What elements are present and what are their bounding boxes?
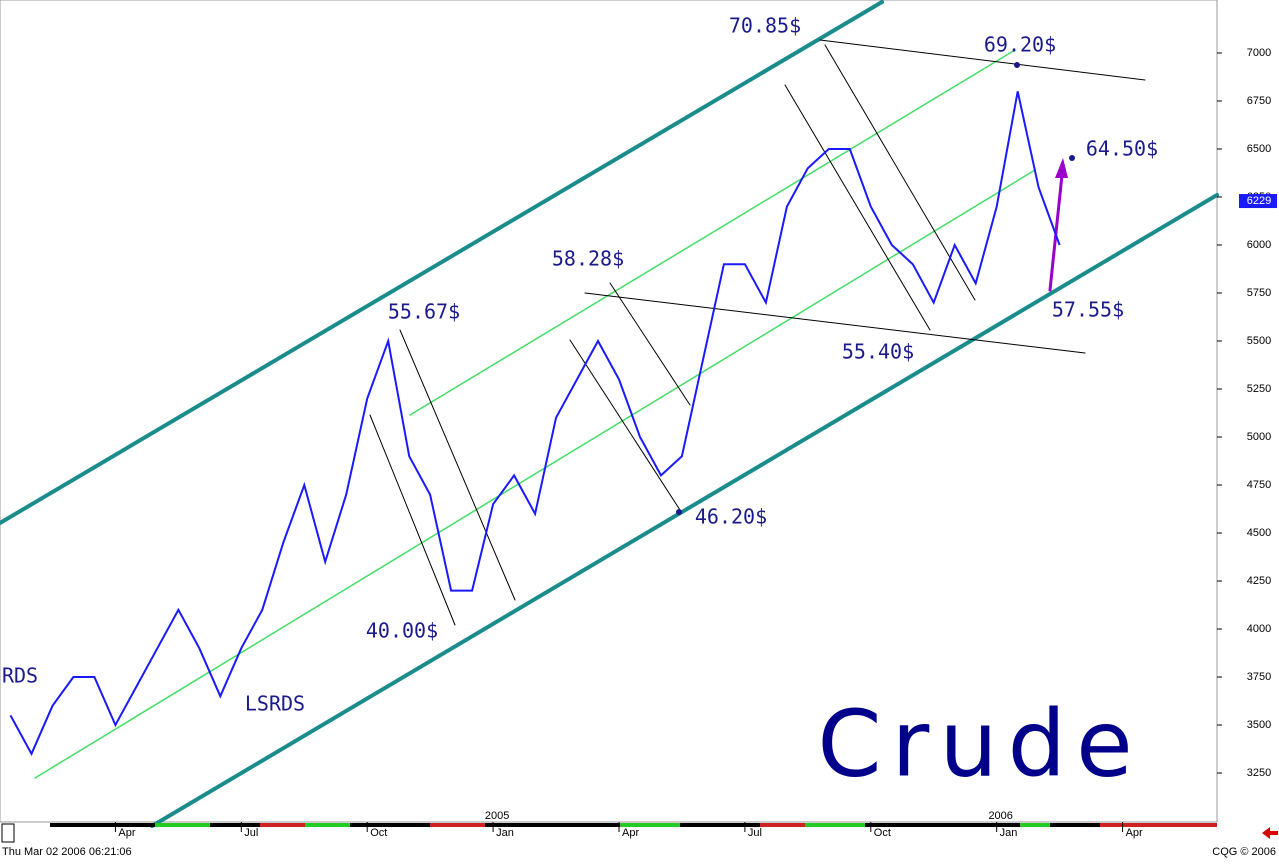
y-tick-label: 6500	[1247, 143, 1271, 155]
channel	[0, 0, 1219, 828]
x-tick-label: Oct	[370, 827, 387, 839]
x-tick-label: Jan	[1000, 827, 1018, 839]
y-tick-label: 6750	[1247, 95, 1271, 107]
x-tick-label: Oct	[874, 827, 891, 839]
x-tick-label: Jan	[496, 827, 514, 839]
annotation: 58.28$	[552, 247, 624, 271]
timestamp: Thu Mar 02 2006 06:21:06	[2, 846, 132, 858]
x-tick-label: Apr	[118, 827, 135, 839]
annotation: RDS	[2, 664, 38, 688]
y-tick-label: 5250	[1247, 383, 1271, 395]
y-tick-label: 6000	[1247, 239, 1271, 251]
y-tick-label: 7000	[1247, 47, 1271, 59]
plot-area	[0, 0, 1218, 823]
y-tick-label: 4000	[1247, 623, 1271, 635]
x-tick-label: Jul	[748, 827, 762, 839]
y-tick-label: 4250	[1247, 575, 1271, 587]
chart-title: Crude	[817, 690, 1142, 797]
annotation: 57.55$	[1052, 298, 1124, 322]
annotation: 64.50$	[1086, 137, 1158, 161]
x-tick-label: Apr	[622, 827, 639, 839]
footer: CQG © 2006	[1212, 846, 1276, 858]
x-group-label: 2005	[485, 810, 509, 822]
x-group-label: 2006	[988, 810, 1012, 822]
x-tick-label: Jul	[244, 827, 258, 839]
y-tick-label: 4750	[1247, 479, 1271, 491]
annotation: 46.20$	[695, 505, 767, 529]
y-tick-label: 3750	[1247, 671, 1271, 683]
annotation: 55.40$	[842, 340, 914, 364]
last-value-box	[1239, 194, 1277, 209]
x-tick-label: Apr	[1126, 827, 1143, 839]
y-tick-label: 5500	[1247, 335, 1271, 347]
time-strip	[0, 823, 1278, 843]
last-value-label: 6229	[1247, 195, 1271, 207]
y-tick-label: 4500	[1247, 527, 1271, 539]
price-line	[9, 91, 1061, 757]
annotation: 40.00$	[366, 619, 438, 643]
annotation: 69.20$	[984, 33, 1056, 57]
y-tick-label: 3500	[1247, 719, 1271, 731]
y-tick-label: 3250	[1247, 767, 1271, 779]
y-tick-label: 5000	[1247, 431, 1271, 443]
annotation: 55.67$	[388, 300, 460, 324]
y-tick-label: 5750	[1247, 287, 1271, 299]
annotation: LSRDS	[245, 692, 305, 716]
annotation: 70.85$	[729, 14, 801, 38]
